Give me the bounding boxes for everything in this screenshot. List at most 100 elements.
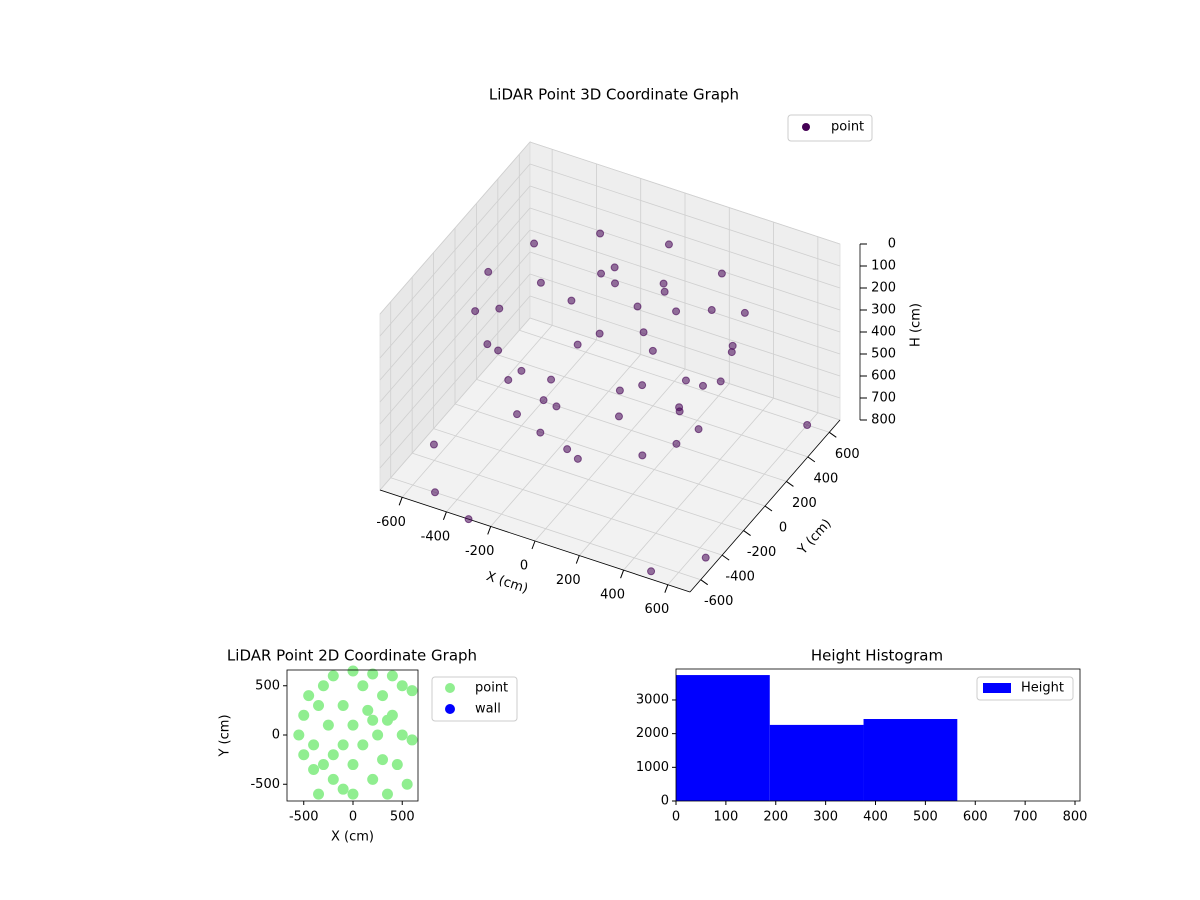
point [303, 690, 315, 702]
point [313, 699, 325, 711]
point [406, 734, 418, 746]
point [547, 375, 556, 384]
point [308, 763, 320, 775]
grid-line [379, 317, 531, 491]
x-tick [398, 497, 403, 506]
point [694, 425, 703, 434]
grid-line [379, 251, 531, 425]
point [504, 375, 513, 384]
y-axis-line [689, 419, 841, 593]
z-tick-label: 400 [871, 325, 896, 340]
legend-box [787, 114, 873, 142]
y-tick-label: 2000 [636, 726, 669, 741]
point [536, 278, 545, 287]
point [672, 439, 681, 448]
z-tick-label: 800 [871, 413, 896, 428]
point [633, 302, 642, 311]
grid-line [390, 477, 701, 581]
point [536, 428, 545, 437]
point [803, 421, 812, 429]
point [717, 269, 726, 278]
point [317, 759, 329, 771]
point [517, 366, 526, 375]
chart-title: LiDAR Point 2D Coordinate Graph [227, 647, 477, 665]
point [675, 407, 684, 416]
point [494, 346, 503, 355]
x-tick-label: 0 [672, 810, 680, 825]
x-tick-label: -200 [465, 544, 495, 559]
bar [676, 675, 770, 801]
point [495, 304, 504, 313]
legend-marker [802, 123, 810, 131]
point [647, 567, 656, 576]
chart-title: LiDAR Point 3D Coordinate Graph [489, 86, 739, 104]
point [639, 328, 648, 337]
point [347, 788, 359, 800]
point [596, 229, 605, 238]
point [337, 699, 349, 711]
point [357, 680, 369, 692]
y-tick-label: 0 [779, 521, 787, 536]
point [614, 412, 623, 421]
point [471, 307, 480, 316]
point [386, 670, 398, 682]
y-tick [743, 530, 751, 536]
point [386, 709, 398, 721]
legend-marker [445, 683, 455, 693]
y-tick [700, 579, 709, 586]
x-tick [442, 511, 447, 521]
point [595, 329, 604, 338]
z-tick-label: 300 [871, 303, 896, 318]
x-tick-label: 700 [1013, 810, 1038, 825]
y-tick-label: 200 [792, 496, 817, 511]
point [567, 296, 576, 305]
x-axis-label: X (cm) [331, 830, 374, 845]
z-tick-label: 100 [871, 259, 896, 274]
point [698, 381, 707, 390]
point [377, 690, 389, 702]
point [406, 685, 418, 697]
grid-line [379, 185, 531, 359]
x-tick-label: 300 [813, 810, 838, 825]
point [327, 749, 339, 761]
y-tick [721, 554, 730, 561]
point [638, 381, 647, 390]
point [347, 759, 359, 771]
point [377, 754, 389, 766]
point [484, 267, 493, 276]
x-tick [487, 526, 492, 535]
x-tick-label: 800 [1063, 810, 1088, 825]
x-tick-label: 400 [600, 588, 625, 603]
point [367, 714, 379, 726]
point [672, 307, 681, 316]
point [664, 240, 673, 249]
y-tick-label: 0 [661, 794, 669, 809]
point [357, 739, 369, 751]
x-tick-label: -400 [421, 529, 451, 544]
grid-line [476, 379, 787, 482]
y-tick-label: -400 [725, 570, 755, 585]
y-tick-label: 1000 [636, 760, 669, 775]
point [327, 670, 339, 682]
point [610, 263, 619, 272]
point [391, 759, 403, 771]
point [638, 451, 647, 460]
y-tick-label: -500 [250, 777, 280, 792]
x-tick-label: 0 [520, 559, 528, 574]
grid-line [433, 428, 744, 531]
x-tick-label: 0 [349, 810, 357, 825]
x-tick-label: 200 [763, 810, 788, 825]
chart-title: Height Histogram [811, 647, 943, 665]
y-tick [828, 431, 837, 438]
point [367, 773, 379, 785]
x-axis-line [379, 489, 691, 593]
point [317, 680, 329, 692]
y-tick-label: 0 [272, 728, 280, 743]
grid-line [529, 163, 841, 267]
y-tick-label: 3000 [636, 692, 669, 707]
point [327, 773, 339, 785]
point [464, 515, 473, 524]
grid-line [529, 295, 841, 399]
point [401, 778, 413, 790]
